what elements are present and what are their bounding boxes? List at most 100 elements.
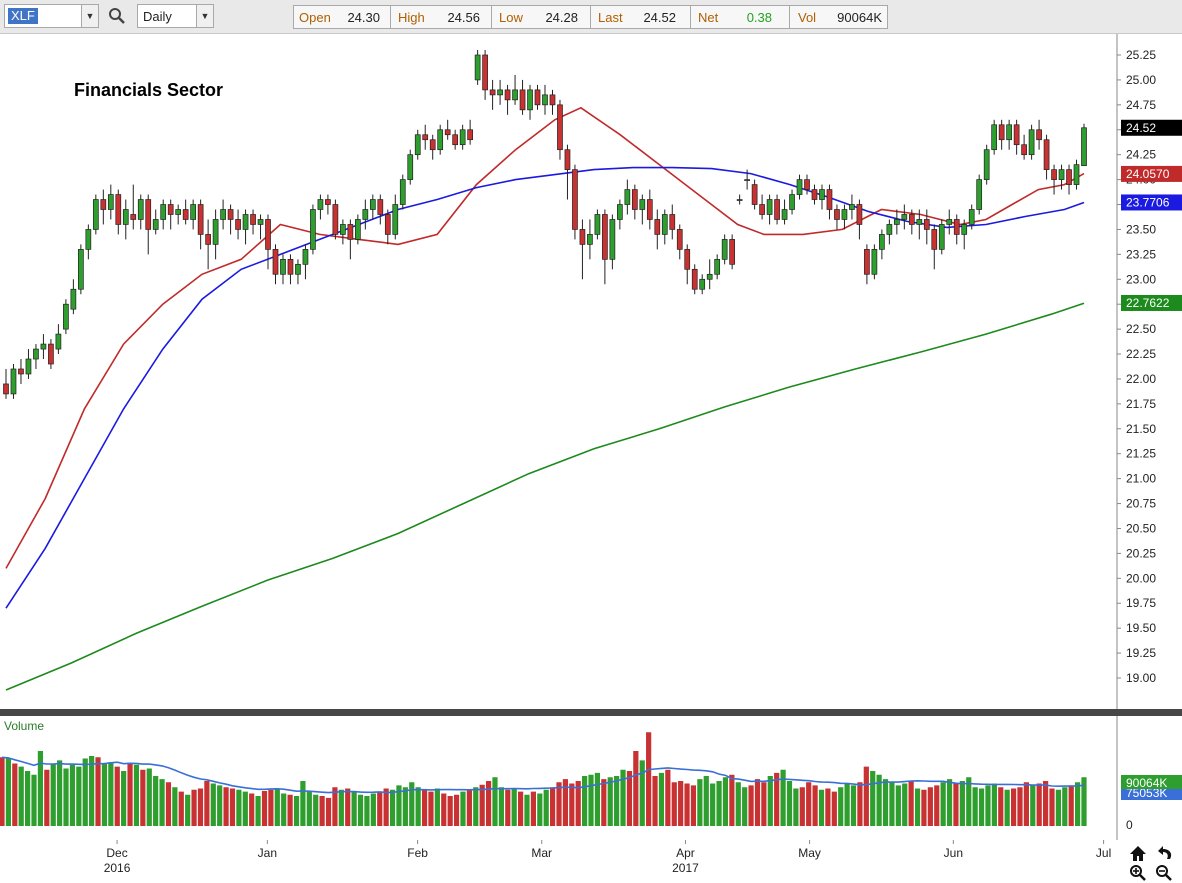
- candle-body: [864, 249, 870, 275]
- candle: [1013, 119, 1020, 155]
- candle-body: [489, 89, 496, 96]
- volume-bar: [5, 758, 12, 826]
- volume-bar: [735, 782, 741, 826]
- price-chart[interactable]: Financials Sector 25.2525.0024.7524.5024…: [0, 34, 1182, 709]
- chevron-down-icon[interactable]: ▼: [81, 5, 98, 27]
- candle: [369, 194, 376, 220]
- volume-bar: [825, 788, 831, 826]
- candle-body: [33, 348, 39, 360]
- y-tick-label: 23.50: [1126, 222, 1156, 236]
- zoom-out-icon[interactable]: [1156, 865, 1172, 881]
- y-tick-label: 19.75: [1126, 596, 1156, 610]
- volume-bar: [153, 776, 159, 826]
- candle-body: [893, 219, 900, 225]
- zoom-in-icon[interactable]: [1130, 865, 1146, 881]
- volume-bar: [748, 785, 754, 826]
- candle: [175, 204, 182, 225]
- candle-body: [384, 214, 391, 235]
- candle: [227, 204, 234, 235]
- volume-bar: [1004, 789, 1010, 826]
- quote-bar: Open 24.30 High 24.56 Low 24.28 Last 24.…: [293, 5, 888, 29]
- candle: [1051, 164, 1057, 195]
- volume-bar: [742, 787, 748, 826]
- symbol-input[interactable]: XLF ▼: [4, 4, 99, 28]
- search-icon[interactable]: [108, 7, 126, 25]
- candle: [340, 219, 346, 245]
- candle-body: [916, 219, 923, 225]
- candle-body: [63, 303, 69, 330]
- undo-icon[interactable]: [1158, 846, 1172, 859]
- interval-value: Daily: [143, 9, 172, 24]
- volume-bar: [69, 764, 76, 826]
- candle: [834, 204, 840, 230]
- candle-body: [122, 209, 129, 225]
- candle-body: [504, 89, 511, 101]
- candle: [1021, 134, 1027, 160]
- separator: [590, 6, 591, 28]
- candle-body: [931, 229, 938, 250]
- volume-bar: [786, 781, 793, 826]
- candle: [3, 368, 9, 399]
- volume-bar: [780, 769, 786, 826]
- volume-bar: [812, 785, 818, 826]
- home-icon[interactable]: [1130, 846, 1146, 861]
- candle: [579, 219, 586, 280]
- candle-body: [369, 199, 376, 210]
- candle-body: [1036, 129, 1042, 141]
- candle-body: [1021, 144, 1027, 156]
- candle-body: [923, 219, 930, 230]
- candle: [130, 184, 137, 230]
- volume-bar: [178, 791, 184, 826]
- candle-body: [197, 204, 204, 235]
- candle: [519, 79, 526, 115]
- candle: [489, 79, 496, 110]
- candle-body: [781, 209, 788, 220]
- candle-body: [714, 258, 721, 275]
- volume-bar: [697, 779, 703, 826]
- volume-bar: [421, 789, 428, 826]
- y-tick-label: 22.50: [1126, 322, 1156, 336]
- candle: [893, 209, 900, 235]
- candle-body: [25, 358, 32, 375]
- y-tick-label: 21.00: [1126, 472, 1156, 486]
- volume-bar: [1017, 787, 1023, 826]
- volume-bar: [818, 789, 825, 826]
- volume-bar: [114, 766, 120, 826]
- volume-bar: [172, 787, 178, 826]
- candle: [931, 224, 938, 270]
- candle: [107, 184, 114, 220]
- candle: [1081, 123, 1087, 166]
- symbol-value[interactable]: XLF: [8, 8, 38, 24]
- candle: [272, 244, 279, 285]
- price-axis: 25.2525.0024.7524.5024.2524.0023.7523.50…: [1117, 48, 1156, 685]
- volume-ma-tag: [1121, 786, 1182, 800]
- panel-divider[interactable]: [0, 709, 1182, 716]
- volume-bar: [959, 781, 965, 826]
- volume-bar: [146, 768, 152, 826]
- candle-body: [227, 209, 234, 220]
- candle-body: [444, 129, 451, 136]
- candle: [639, 194, 646, 225]
- candle-body: [1028, 129, 1035, 156]
- volume-bar: [108, 762, 114, 826]
- candle: [557, 99, 563, 160]
- y-tick-label: 20.75: [1126, 497, 1156, 511]
- interval-select[interactable]: Daily ▼: [137, 4, 214, 28]
- candle-body: [205, 234, 211, 245]
- volume-bar: [389, 789, 396, 826]
- candle: [250, 209, 256, 235]
- separator: [690, 6, 691, 28]
- candle-body: [879, 234, 885, 250]
- candle: [886, 219, 893, 245]
- volume-bar: [101, 763, 108, 826]
- candle-body: [766, 199, 773, 215]
- candle: [691, 264, 698, 295]
- last-label: Last: [598, 10, 623, 25]
- candle: [205, 219, 211, 270]
- volume-bar: [364, 796, 370, 826]
- candle-body: [325, 199, 331, 205]
- volume-bar: [1030, 785, 1036, 826]
- chevron-down-icon[interactable]: ▼: [196, 5, 213, 27]
